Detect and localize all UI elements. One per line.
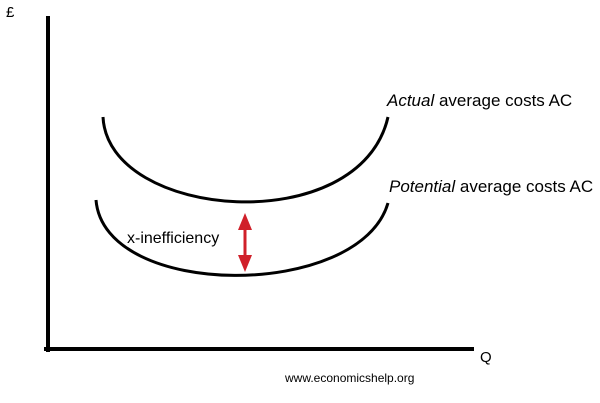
x-inefficiency-arrow [238,213,252,272]
x-inefficiency-label: x-inefficiency [127,230,219,247]
actual-ac-label-italic: Actual [386,91,435,110]
potential-ac-label-italic: Potential [389,177,456,196]
axes [44,16,474,352]
actual-ac-curve [101,116,390,204]
arrow-head-down [238,255,252,272]
potential-ac-label-rest: average costs AC [455,177,593,196]
y-axis-label: £ [6,4,15,21]
source-url: www.economicshelp.org [284,371,414,385]
potential-ac-label: Potential average costs AC [389,177,593,196]
potential-ac-curve [94,199,390,277]
actual-ac-label: Actual average costs AC [386,91,572,110]
actual-ac-label-rest: average costs AC [434,91,572,110]
x-axis-label: Q [480,349,492,366]
arrow-head-up [238,213,252,230]
